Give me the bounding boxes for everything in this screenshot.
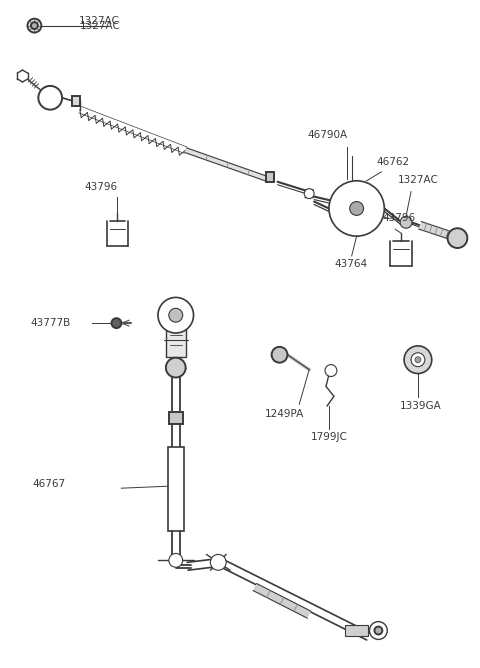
Circle shape: [31, 22, 38, 29]
Circle shape: [169, 309, 183, 322]
Circle shape: [158, 297, 193, 333]
Text: 46762: 46762: [376, 157, 409, 167]
Circle shape: [374, 627, 383, 635]
Circle shape: [272, 347, 288, 363]
Text: 1339GA: 1339GA: [400, 401, 442, 411]
Bar: [169, 412, 183, 424]
Circle shape: [415, 357, 421, 363]
Circle shape: [329, 181, 384, 236]
Circle shape: [350, 202, 363, 215]
Polygon shape: [185, 148, 270, 182]
Circle shape: [27, 19, 41, 33]
Text: 43777B: 43777B: [30, 318, 71, 328]
Bar: [345, 625, 369, 637]
Text: 1327AC: 1327AC: [398, 175, 439, 185]
Text: 1799JC: 1799JC: [311, 432, 348, 442]
Circle shape: [400, 216, 412, 228]
Polygon shape: [419, 222, 454, 240]
Circle shape: [38, 86, 62, 110]
Circle shape: [111, 318, 121, 328]
Bar: [168, 447, 184, 530]
Bar: [72, 96, 80, 106]
Text: 43764: 43764: [335, 259, 368, 269]
Circle shape: [404, 346, 432, 373]
Circle shape: [447, 228, 468, 248]
Text: 46767: 46767: [33, 479, 66, 489]
Circle shape: [210, 554, 226, 570]
Circle shape: [325, 365, 337, 377]
Circle shape: [166, 358, 186, 377]
Polygon shape: [253, 584, 311, 619]
Text: 1327AC: 1327AC: [79, 15, 120, 25]
Bar: [166, 327, 186, 357]
Text: 43796: 43796: [383, 213, 416, 223]
Text: 1327AC: 1327AC: [80, 21, 121, 31]
Circle shape: [411, 353, 425, 367]
Circle shape: [169, 553, 183, 567]
Circle shape: [304, 188, 314, 198]
Text: 46790A: 46790A: [307, 130, 348, 140]
Circle shape: [370, 622, 387, 639]
Text: 1249PA: 1249PA: [264, 409, 304, 419]
Bar: [266, 172, 274, 182]
Text: 43796: 43796: [85, 182, 118, 192]
